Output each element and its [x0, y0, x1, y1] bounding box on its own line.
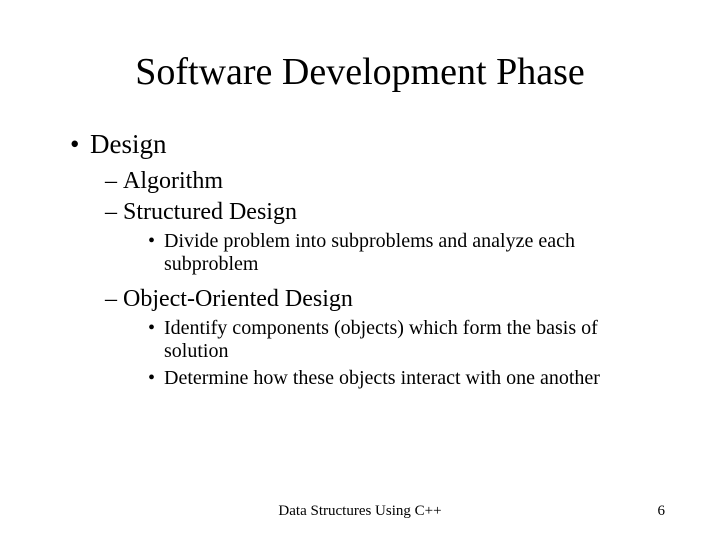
- bullet-text: Divide problem into subproblems and anal…: [164, 230, 660, 276]
- slide-title: Software Development Phase: [60, 50, 660, 94]
- bullet-l2-algorithm: –Algorithm: [105, 168, 660, 195]
- dash-marker: –: [105, 168, 123, 195]
- bullet-text: Object-Oriented Design: [123, 286, 353, 312]
- dot-marker: •: [148, 230, 164, 276]
- dot-marker: •: [148, 367, 164, 390]
- footer-page-number: 6: [658, 503, 666, 520]
- dash-marker: –: [105, 199, 123, 226]
- bullet-text: Structured Design: [123, 199, 297, 225]
- bullet-l3-identify: •Identify components (objects) which for…: [148, 317, 660, 363]
- slide-container: Software Development Phase •Design –Algo…: [0, 0, 720, 540]
- bullet-text: Identify components (objects) which form…: [164, 317, 660, 363]
- dot-marker: •: [148, 317, 164, 363]
- bullet-text: Determine how these objects interact wit…: [164, 367, 600, 390]
- bullet-marker: •: [70, 129, 90, 160]
- bullet-l2-structured: –Structured Design: [105, 199, 660, 226]
- bullet-l2-ood: –Object-Oriented Design: [105, 286, 660, 313]
- bullet-text: Design: [90, 129, 167, 159]
- bullet-l1-design: •Design: [70, 129, 660, 160]
- bullet-l3-divide: •Divide problem into subproblems and ana…: [148, 230, 660, 276]
- bullet-l3-determine: •Determine how these objects interact wi…: [148, 367, 660, 390]
- dash-marker: –: [105, 286, 123, 313]
- bullet-text: Algorithm: [123, 168, 223, 194]
- footer-center-text: Data Structures Using C++: [0, 503, 720, 520]
